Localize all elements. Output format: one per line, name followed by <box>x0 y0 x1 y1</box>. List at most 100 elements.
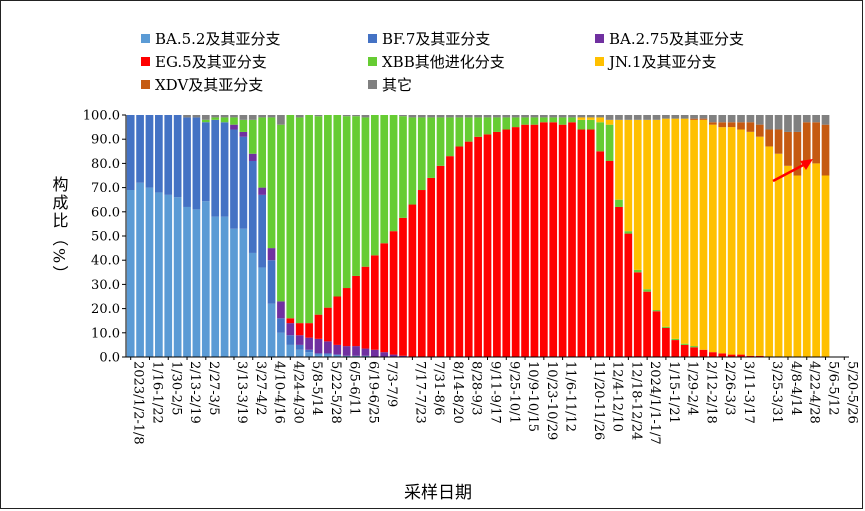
bar-stack <box>605 115 614 357</box>
bar-segment <box>615 199 623 207</box>
bar-segment <box>643 119 651 290</box>
bar-segment <box>568 115 576 118</box>
bar-segment <box>455 115 464 118</box>
bar-segment <box>201 201 210 357</box>
y-tick-label: 10.0 <box>91 326 120 341</box>
bar-segment <box>680 115 689 119</box>
legend-label: BF.7及其亚分支 <box>382 30 490 48</box>
x-tick-label: 2023/1/2-1/8 <box>131 361 146 445</box>
legend-label: BA.2.75及其亚分支 <box>609 30 744 48</box>
bar-segment <box>511 127 520 357</box>
bar-segment <box>417 190 426 357</box>
bar-segment <box>220 216 229 357</box>
bar-segment <box>286 335 295 345</box>
bar-segment <box>399 355 407 357</box>
bar-segment <box>596 115 605 118</box>
bar-segment <box>474 136 482 357</box>
y-tick-label: 30.0 <box>91 278 120 293</box>
legend-item: BA.5.2及其亚分支 <box>141 30 280 48</box>
bar-stack <box>314 115 323 357</box>
bar-segment <box>662 326 670 328</box>
bar-stack <box>155 115 163 357</box>
bar-segment <box>671 118 680 339</box>
legend-item: BF.7及其亚分支 <box>368 30 490 48</box>
bar-segment <box>746 131 755 356</box>
bar-segment <box>333 296 342 345</box>
bar-segment <box>361 115 370 118</box>
bar-segment <box>314 116 323 315</box>
x-tick-label: 3/27-4/2 <box>253 361 268 416</box>
bar-segment <box>361 348 370 356</box>
bar-segment <box>295 344 304 350</box>
bar-segment <box>690 346 698 348</box>
bar-segment <box>699 118 708 120</box>
y-tick-label: 20.0 <box>91 302 120 317</box>
bar-segment <box>305 323 313 338</box>
bar-segment <box>436 117 445 166</box>
bar-segment <box>183 115 191 118</box>
bar-segment <box>258 115 266 118</box>
legend-swatch <box>595 34 604 43</box>
bar-segment <box>164 115 173 195</box>
bar-stack <box>230 115 238 357</box>
bar-stack <box>643 115 651 357</box>
bar-segment <box>239 115 248 120</box>
bar-stack <box>802 115 811 357</box>
bar-segment <box>615 119 623 200</box>
bar-segment <box>586 117 595 120</box>
bar-segment <box>680 343 689 345</box>
bar-segment <box>652 310 661 312</box>
x-tick-label: 1/16-1/22 <box>150 361 165 424</box>
bar-segment <box>727 115 736 123</box>
bar-segment <box>230 115 238 118</box>
bar-segment <box>173 197 182 357</box>
bar-segment <box>408 115 417 118</box>
x-tick-label: 6/19-6/25 <box>365 361 380 424</box>
bar-stack <box>324 115 332 357</box>
bar-stack <box>530 115 539 358</box>
x-ticks: 2023/1/2-1/8 1/16-1/22 1/30-2/5 2/13-2/19 2/… <box>130 357 859 445</box>
bar-segment <box>530 117 539 125</box>
bar-segment <box>633 272 642 357</box>
bar-segment <box>737 122 745 130</box>
bar-segment <box>746 122 755 132</box>
bar-segment <box>239 136 248 229</box>
bar-segment <box>361 355 370 357</box>
bar-segment <box>793 115 802 132</box>
bar-stack <box>662 115 670 357</box>
bar-segment <box>211 216 220 357</box>
bar-segment <box>727 127 736 355</box>
x-axis-label: 采样日期 <box>404 483 472 503</box>
bar-segment <box>558 115 567 118</box>
x-tick-label: 11/6-11/12 <box>563 361 578 432</box>
bar-segment <box>774 115 783 130</box>
x-tick-label: 7/31-8/6 <box>431 361 446 416</box>
bar-segment <box>352 115 360 117</box>
legend-item: JN.1及其亚分支 <box>595 53 717 71</box>
x-tick-label: 4/10-4/16 <box>272 361 287 424</box>
bar-segment <box>352 355 360 357</box>
bar-stack <box>521 115 529 358</box>
bar-segment <box>605 124 614 161</box>
bar-segment <box>267 115 276 118</box>
bar-stack <box>455 115 464 357</box>
bar-segment <box>136 182 144 357</box>
bar-segment <box>286 344 295 357</box>
bar-segment <box>746 355 755 357</box>
bar-segment <box>615 206 623 357</box>
bar-segment <box>286 115 295 319</box>
bar-segment <box>333 115 342 297</box>
bar-stack <box>774 115 783 357</box>
bar-segment <box>709 115 717 123</box>
bar-segment <box>389 354 398 357</box>
bar-stack <box>558 115 567 358</box>
x-tick-label: 1/29-2/4 <box>685 361 700 416</box>
x-tick-label: 7/17-7/23 <box>412 361 427 424</box>
bar-stack <box>596 115 605 357</box>
bar-stack <box>446 115 454 357</box>
bar-segment <box>549 117 558 123</box>
bar-segment <box>643 289 651 292</box>
bar-segment <box>483 117 492 135</box>
bar-segment <box>605 160 614 357</box>
